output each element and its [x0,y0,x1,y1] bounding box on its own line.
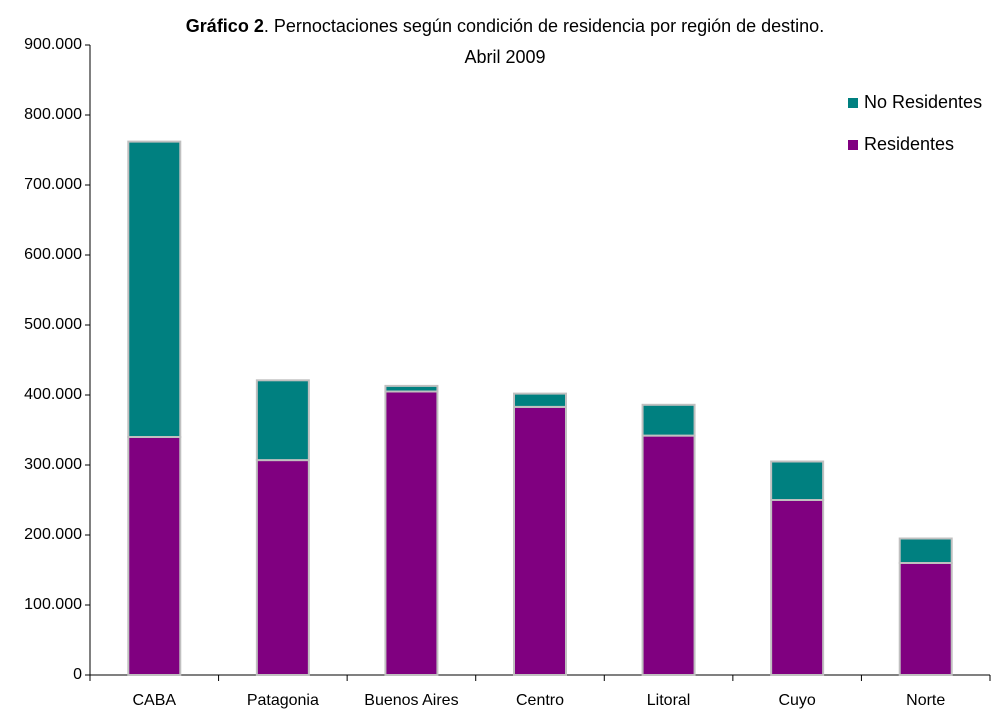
bar-segment [127,436,182,676]
bar-segment [255,459,310,676]
legend-label: Residentes [864,134,954,154]
y-tick-label: 400.000 [24,386,82,403]
bar-segment [770,460,825,501]
bar-segment [127,140,182,438]
y-tick-label: 700.000 [24,176,82,193]
y-tick-label: 600.000 [24,246,82,263]
y-tick-label: 500.000 [24,316,82,333]
bar-segment [255,379,310,462]
x-tick-label: Patagonia [247,692,319,709]
bar-segment [641,434,696,676]
x-tick-label: CABA [132,692,176,709]
y-tick-label: 800.000 [24,106,82,123]
x-tick-label: Norte [906,692,945,709]
x-tick-label: Centro [516,692,564,709]
chart-title: Gráfico 2. Pernoctaciones según condició… [186,16,824,36]
legend-label: No Residentes [864,92,982,112]
y-tick-label: 200.000 [24,526,82,543]
x-tick-label: Litoral [647,692,691,709]
bar-segment [641,403,696,437]
title-bold: Gráfico 2 [186,16,264,36]
bar-segment [384,384,439,393]
bar-segment [770,499,825,676]
legend-swatch [848,98,858,108]
bar-segment [513,392,567,408]
x-tick-label: Buenos Aires [364,692,458,709]
legend-swatch [848,140,858,150]
chart-subtitle: Abril 2009 [464,47,545,67]
bar-segment [513,405,567,676]
y-tick-label: 900.000 [24,36,82,53]
x-tick-label: Cuyo [778,692,815,709]
bar-segment [898,537,953,564]
y-tick-label: 300.000 [24,456,82,473]
y-tick-label: 100.000 [24,596,82,613]
y-tick-label: 0 [73,666,82,683]
bar-segment [384,390,439,676]
title-text: . Pernoctaciones según condición de resi… [264,16,824,36]
bar-segment [898,562,953,676]
